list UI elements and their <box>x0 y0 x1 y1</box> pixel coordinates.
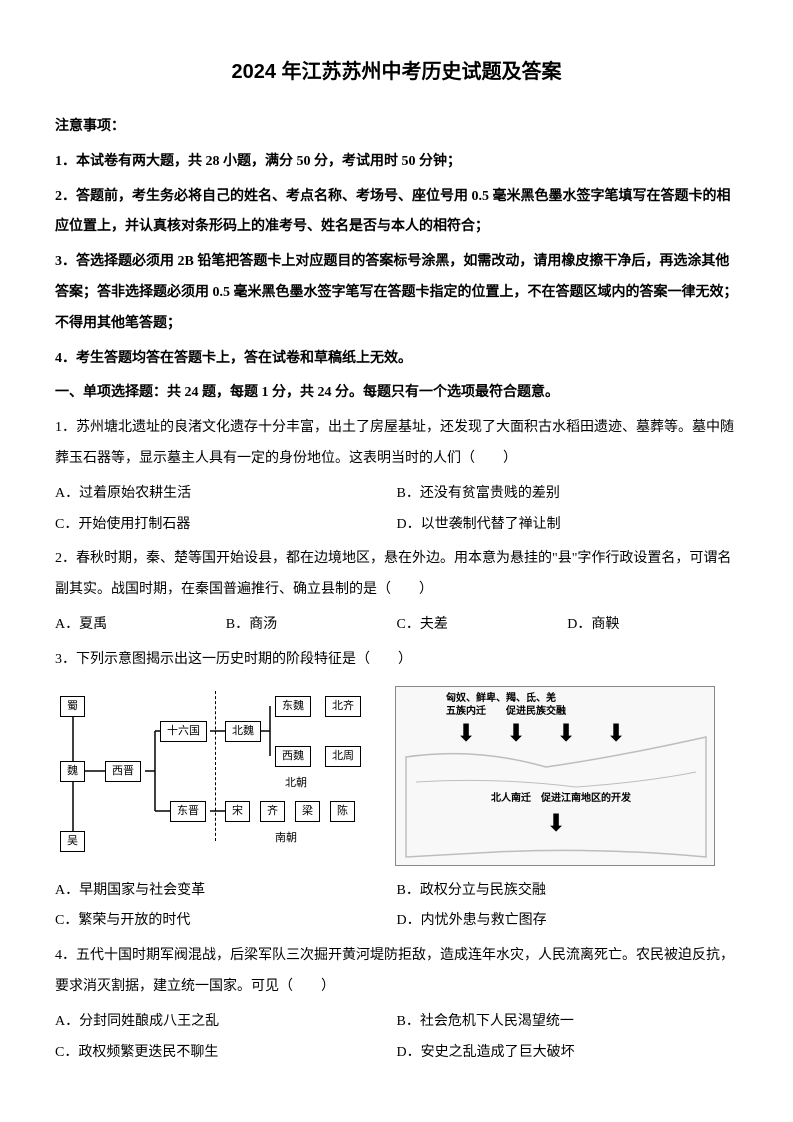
question-4-options: A．分封同姓酿成八王之乱 B．社会危机下人民渴望统一 C．政权频繁更迭民不聊生 … <box>55 1007 738 1069</box>
q4-option-a: A．分封同姓酿成八王之乱 <box>55 1007 397 1038</box>
map-label-middle: 北人南迁 促进江南地区的开发 <box>491 792 631 805</box>
flow-box-qi: 齐 <box>260 801 285 822</box>
q3-option-a: A．早期国家与社会变革 <box>55 876 397 907</box>
map-diagram: 匈奴、鲜卑、羯、氐、羌 五族内迁 促进民族交融 ⬇ ⬇ ⬇ ⬇ 北人南迁 促进江… <box>395 686 715 866</box>
question-3-options: A．早期国家与社会变革 B．政权分立与民族交融 C．繁荣与开放的时代 D．内忧外… <box>55 876 738 938</box>
q2-option-d: D．商鞅 <box>567 610 738 641</box>
flow-box-dongjin: 东晋 <box>170 801 206 822</box>
q2-option-c: C．夫差 <box>397 610 568 641</box>
map-arrow-5: ⬇ <box>546 812 566 836</box>
q1-option-d: D．以世袭制代替了禅让制 <box>397 510 739 541</box>
question-3-text: 3．下列示意图揭示出这一历史时期的阶段特征是（ ） <box>55 645 738 676</box>
flow-box-beiwei: 北魏 <box>225 721 261 742</box>
q2-option-b: B．商汤 <box>226 610 397 641</box>
q3-option-b: B．政权分立与民族交融 <box>397 876 739 907</box>
instruction-1: 1．本试卷有两大题，共 28 小题，满分 50 分，考试用时 50 分钟； <box>55 147 738 178</box>
notice-header: 注意事项： <box>55 112 738 143</box>
section-header: 一、单项选择题：共 24 题，每题 1 分，共 24 分。每题只有一个选项最符合… <box>55 378 738 409</box>
question-4-text: 4．五代十国时期军阀混战，后梁军队三次掘开黄河堤防拒敌，造成连年水灾，人民流离死… <box>55 941 738 1003</box>
map-arrow-2: ⬇ <box>506 722 526 746</box>
flow-box-xijin: 西晋 <box>105 761 141 782</box>
flow-box-beizhou: 北周 <box>325 746 361 767</box>
flow-box-shu: 蜀 <box>60 696 85 717</box>
question-1-options: A．过着原始农耕生活 B．还没有贫富贵贱的差别 C．开始使用打制石器 D．以世袭… <box>55 479 738 541</box>
flow-box-liang: 梁 <box>295 801 320 822</box>
dash-divider <box>215 691 216 841</box>
map-arrow-1: ⬇ <box>456 722 476 746</box>
q3-option-c: C．繁荣与开放的时代 <box>55 906 397 937</box>
flow-box-wu: 吴 <box>60 831 85 852</box>
q3-option-d: D．内忧外患与救亡图存 <box>397 906 739 937</box>
q4-option-b: B．社会危机下人民渴望统一 <box>397 1007 739 1038</box>
instruction-4: 4．考生答题均答在答题卡上，答在试卷和草稿纸上无效。 <box>55 344 738 375</box>
q4-option-d: D．安史之乱造成了巨大破坏 <box>397 1038 739 1069</box>
q1-option-c: C．开始使用打制石器 <box>55 510 397 541</box>
flowchart-diagram: 蜀 魏 吴 西晋 十六国 东晋 北魏 东魏 西魏 北齐 北周 宋 齐 梁 陈 北… <box>55 686 375 866</box>
label-nanchao: 南朝 <box>275 826 297 850</box>
flow-box-beiqi: 北齐 <box>325 696 361 717</box>
flow-box-wei: 魏 <box>60 761 85 782</box>
exam-title: 2024 年江苏苏州中考历史试题及答案 <box>55 50 738 94</box>
question-2-options: A．夏禹 B．商汤 C．夫差 D．商鞅 <box>55 610 738 641</box>
q2-option-a: A．夏禹 <box>55 610 226 641</box>
instruction-2: 2．答题前，考生务必将自己的姓名、考点名称、考场号、座位号用 0.5 毫米黑色墨… <box>55 182 738 244</box>
map-label-top: 匈奴、鲜卑、羯、氐、羌 五族内迁 促进民族交融 <box>446 692 566 718</box>
map-arrow-3: ⬇ <box>556 722 576 746</box>
diagram-container: 蜀 魏 吴 西晋 十六国 东晋 北魏 东魏 西魏 北齐 北周 宋 齐 梁 陈 北… <box>55 686 738 866</box>
flow-box-shiliuguo: 十六国 <box>160 721 207 742</box>
instruction-3: 3．答选择题必须用 2B 铅笔把答题卡上对应题目的答案标号涂黑，如需改动，请用橡… <box>55 247 738 339</box>
label-beichao: 北朝 <box>285 771 307 795</box>
q1-option-a: A．过着原始农耕生活 <box>55 479 397 510</box>
map-arrow-4: ⬇ <box>606 722 626 746</box>
question-2-text: 2．春秋时期，秦、楚等国开始设县，都在边境地区，悬在外边。用本意为悬挂的"县"字… <box>55 544 738 606</box>
flow-box-xiwei: 西魏 <box>275 746 311 767</box>
question-1-text: 1．苏州塘北遗址的良渚文化遗存十分丰富，出土了房屋基址，还发现了大面积古水稻田遗… <box>55 413 738 475</box>
flow-box-chen: 陈 <box>330 801 355 822</box>
flow-box-dongwei: 东魏 <box>275 696 311 717</box>
q1-option-b: B．还没有贫富贵贱的差别 <box>397 479 739 510</box>
q4-option-c: C．政权频繁更迭民不聊生 <box>55 1038 397 1069</box>
flow-box-song: 宋 <box>225 801 250 822</box>
